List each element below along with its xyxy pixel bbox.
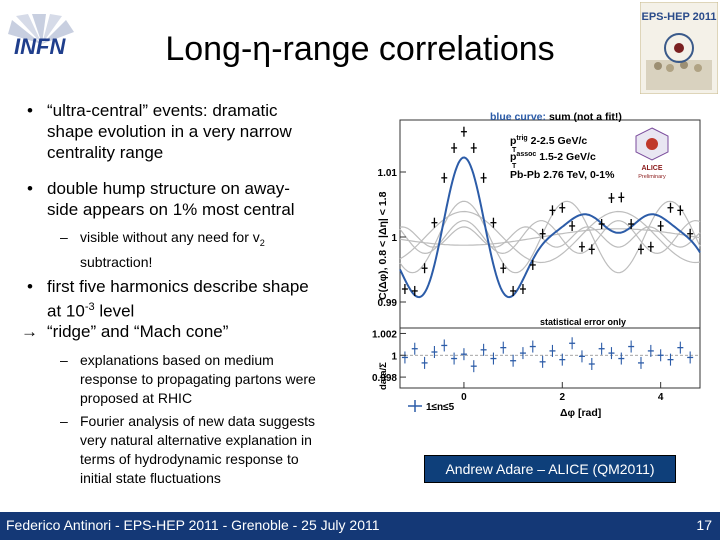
y-axis-label: C(Δφ), 0.8 < |Δη| < 1.8 — [377, 191, 389, 300]
y-tick-label: 1 — [391, 233, 397, 244]
bullet-dot-icon: • — [27, 179, 33, 198]
harmonic-4-curve — [399, 219, 701, 255]
subbullet-fourier: – Fourier analysis of new data suggests … — [60, 412, 316, 488]
x-tick-label: 0 — [461, 392, 467, 403]
conference-logo-text: EPS-HEP 2011 — [641, 11, 716, 23]
y-axis-ticks: 1.01 1 0.99 — [378, 168, 406, 309]
sum-curve — [399, 156, 701, 299]
legend-assoc-sub: T — [512, 163, 517, 170]
ratio-tick-label: 1.002 — [372, 329, 397, 340]
preliminary-text: Preliminary — [638, 174, 666, 180]
legend-system: Pb-Pb 2.76 TeV, 0-1% — [510, 169, 615, 181]
harmonic-5-curve — [399, 226, 701, 248]
subbullet-text: subtraction! — [80, 253, 153, 270]
subbullet-text: explanations based on medium — [80, 352, 274, 368]
subbullet-text: Fourier analysis of new data suggests — [80, 413, 316, 429]
subbullet-text: visible without any need for v2 — [80, 229, 265, 248]
infn-logo-text: INFN — [14, 34, 66, 59]
harmonic-3-curve — [399, 200, 701, 274]
bullet-text: first five harmonics describe shape — [47, 277, 309, 296]
detector-icon — [664, 33, 694, 63]
infn-logo-ray — [32, 14, 46, 44]
legend-title: blue curve: sum (not a fit!) — [490, 111, 622, 123]
page-number: 17 — [696, 517, 712, 533]
footer-text: Federico Antinori - EPS-HEP 2011 - Greno… — [6, 517, 380, 533]
infn-logo-ray — [16, 14, 42, 44]
ratio-legend: 1≤n≤5 — [408, 400, 455, 413]
footer-bar: Federico Antinori - EPS-HEP 2011 - Greno… — [0, 512, 720, 540]
data-points — [401, 126, 694, 296]
bullet-ultra-central: • “ultra-central” events: dramatic shape… — [27, 100, 292, 163]
bullet-text: shape evolution in a very narrow — [47, 122, 292, 141]
bullet-dot-icon: • — [27, 101, 33, 120]
ratio-legend-text: 1≤n≤5 — [426, 402, 455, 413]
subbullet-text: response to propagating partons were — [80, 371, 316, 387]
legend-trig: ptrig 2-2.5 GeV/c — [510, 135, 587, 147]
dash-icon: – — [60, 352, 68, 368]
bullet-text: double hump structure on away- — [47, 179, 290, 198]
bullet-text: centrality range — [47, 143, 164, 162]
subbullet-text: proposed at RHIC — [80, 390, 193, 406]
legend-trig-sub: T — [512, 147, 517, 154]
correlation-plot: 1.01 1 0.99 1.002 1 0.998 0 2 4 blue curve: su… — [370, 100, 706, 430]
bullet-double-hump: • double hump structure on away- side ap… — [27, 178, 295, 220]
credit-box: Andrew Adare – ALICE (QM2011) — [424, 455, 676, 483]
ratio-tick-label: 0.998 — [372, 373, 397, 384]
alice-text: ALICE — [642, 165, 663, 172]
subbullet-text: terms of hydrodynamic response to — [80, 451, 299, 467]
conference-logo: EPS-HEP 2011 — [639, 1, 719, 95]
y-tick-label: 0.99 — [378, 298, 398, 309]
dash-icon: – — [60, 413, 68, 429]
bullet-dot-icon: • — [27, 277, 33, 296]
bullet-text: side appears on 1% most central — [47, 200, 295, 219]
x-axis-label: Δφ [rad] — [560, 407, 601, 419]
x-axis-ticks: 0 2 4 — [461, 382, 664, 403]
alice-preliminary-logo: ALICE Preliminary — [635, 127, 669, 180]
slide-title: Long-η-range correlations — [165, 30, 555, 68]
subbullet-medium-response: – explanations based on medium response … — [60, 351, 316, 408]
harmonic-curves — [399, 200, 701, 274]
bullet-text: at 10-3 level — [47, 301, 135, 321]
harmonic-2-curve — [399, 210, 701, 264]
y-tick-label: 1.01 — [378, 168, 398, 179]
bullet-harmonics: • first five harmonics describe shape at… — [27, 276, 309, 322]
subbullet-text: very natural alternative explanation in — [80, 432, 312, 448]
subbullet-v2: – visible without any need for v2 subtra… — [60, 228, 265, 272]
subbullet-text: initial state fluctuations — [80, 470, 221, 486]
dash-icon: – — [60, 229, 68, 245]
ratio-tick-label: 1 — [391, 351, 397, 362]
bullet-text: “ridge” and “Mach cone” — [47, 322, 229, 341]
fourier-sum-line — [399, 156, 701, 299]
bullet-ridge: → “ridge” and “Mach cone” — [21, 321, 229, 342]
legend-assoc: passoc 1.5-2 GeV/c — [510, 151, 596, 163]
infn-logo-ray — [42, 20, 74, 44]
infn-logo-ray — [8, 20, 42, 44]
arrow-right-icon: → — [21, 322, 38, 341]
ratio-axis-ticks: 1.002 1 0.998 — [372, 329, 406, 384]
x-tick-label: 2 — [560, 392, 566, 403]
x-tick-label: 4 — [658, 392, 664, 403]
ratio-axis-label: data/Σ — [378, 362, 389, 390]
infn-logo: INFN — [6, 14, 78, 74]
ratio-points — [400, 337, 700, 373]
infn-logo-ray — [42, 14, 62, 44]
ratio-panel-frame — [399, 327, 701, 389]
detector-core-icon — [674, 43, 684, 53]
stat-error-note: statistical error only — [540, 317, 626, 327]
bullet-text: “ultra-central” events: dramatic — [47, 101, 278, 120]
